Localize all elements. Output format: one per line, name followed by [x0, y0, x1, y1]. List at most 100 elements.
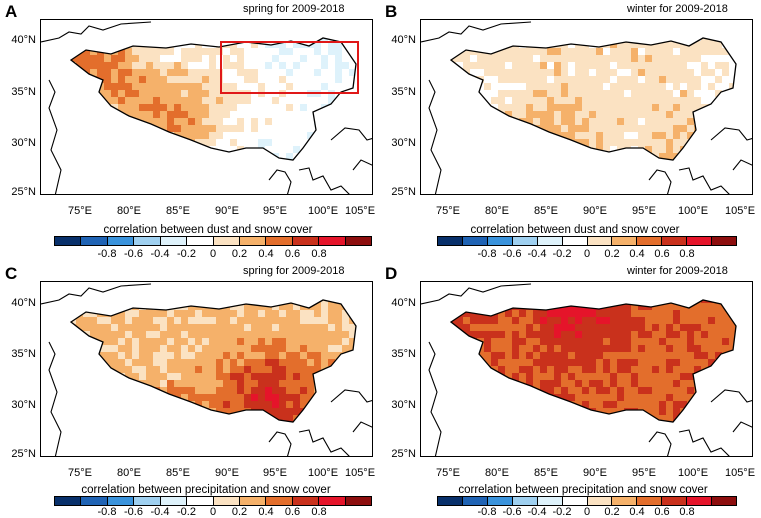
field-cell	[321, 387, 328, 394]
field-cell	[729, 153, 736, 160]
field-cell	[547, 359, 554, 366]
field-cell	[118, 300, 125, 303]
field-cell	[750, 310, 753, 317]
field-cell	[76, 422, 83, 429]
field-cell	[519, 104, 526, 111]
field-cell	[174, 401, 181, 408]
field-cell	[484, 111, 491, 118]
field-cell	[181, 27, 188, 34]
field-cell	[540, 160, 547, 167]
field-cell	[265, 83, 272, 90]
field-cell	[617, 282, 624, 289]
field-cell	[272, 338, 279, 345]
field-cell	[451, 345, 456, 352]
field-cell	[293, 310, 300, 317]
field-cell	[265, 429, 272, 436]
field-cell	[505, 160, 512, 167]
field-cell	[701, 132, 708, 139]
field-cell	[624, 146, 631, 153]
field-cell	[181, 317, 188, 324]
field-cell	[335, 146, 342, 153]
field-cell	[715, 48, 722, 55]
field-cell	[363, 366, 370, 373]
field-cell	[71, 415, 76, 422]
field-cell	[62, 125, 69, 132]
field-cell	[349, 132, 356, 139]
field-cell	[547, 373, 554, 380]
field-cell	[715, 338, 722, 345]
field-cell	[76, 345, 83, 352]
field-cell	[498, 83, 505, 90]
field-cell	[363, 20, 370, 27]
field-cell	[90, 387, 97, 394]
field-cell	[421, 90, 428, 97]
field-cell	[174, 415, 181, 422]
field-cell	[673, 408, 680, 415]
field-cell	[167, 20, 174, 27]
field-cell	[90, 408, 97, 415]
field-cell	[237, 132, 244, 139]
field-cell	[645, 338, 652, 345]
field-cell	[160, 118, 167, 125]
field-cell	[589, 366, 596, 373]
field-cell	[48, 317, 55, 324]
field-cell	[125, 352, 132, 359]
field-cell	[554, 97, 561, 104]
field-cell	[342, 104, 349, 111]
field-cell	[568, 90, 575, 97]
coastline	[41, 283, 372, 456]
field-cell	[561, 111, 568, 118]
field-cell	[631, 310, 638, 317]
field-cell	[118, 303, 125, 310]
field-cell	[631, 27, 638, 34]
field-cell	[456, 303, 463, 310]
field-cell	[76, 324, 83, 331]
field-cell	[244, 174, 251, 181]
field-cell	[230, 415, 237, 422]
field-cell	[561, 408, 568, 415]
field-cell	[174, 443, 181, 450]
field-cell	[188, 167, 195, 174]
field-cell	[631, 436, 638, 443]
field-cell	[470, 317, 477, 324]
field-cell	[666, 146, 673, 153]
field-cell	[540, 303, 547, 310]
field-cell	[498, 300, 505, 303]
field-cell	[687, 345, 694, 352]
field-cell	[62, 282, 69, 289]
field-cell	[300, 55, 307, 62]
field-cell	[512, 38, 519, 41]
field-cell	[104, 436, 111, 443]
field-cell	[596, 289, 603, 296]
field-cell	[349, 338, 356, 345]
field-cell	[132, 359, 139, 366]
field-cell	[680, 387, 687, 394]
field-cell	[97, 174, 104, 181]
field-cell	[83, 373, 90, 380]
field-cell	[104, 132, 111, 139]
field-cell	[540, 300, 547, 303]
field-cell	[421, 429, 428, 436]
field-cell	[349, 48, 356, 55]
field-cell	[554, 160, 561, 167]
field-cell	[421, 146, 428, 153]
field-cell	[356, 27, 363, 34]
field-cell	[272, 139, 279, 146]
field-cell	[356, 167, 363, 174]
field-cell	[125, 160, 132, 167]
field-cell	[300, 125, 307, 132]
field-cell	[505, 27, 512, 34]
field-cell	[624, 394, 631, 401]
field-cell	[286, 125, 293, 132]
field-cell	[750, 401, 753, 408]
field-cell	[463, 408, 470, 415]
field-cell	[279, 373, 286, 380]
field-cell	[146, 352, 153, 359]
field-cell	[90, 352, 97, 359]
field-cell	[111, 443, 118, 450]
field-cell	[603, 324, 610, 331]
field-cell	[349, 83, 356, 90]
field-cell	[596, 394, 603, 401]
field-cell	[167, 90, 174, 97]
field-cell	[449, 188, 456, 195]
